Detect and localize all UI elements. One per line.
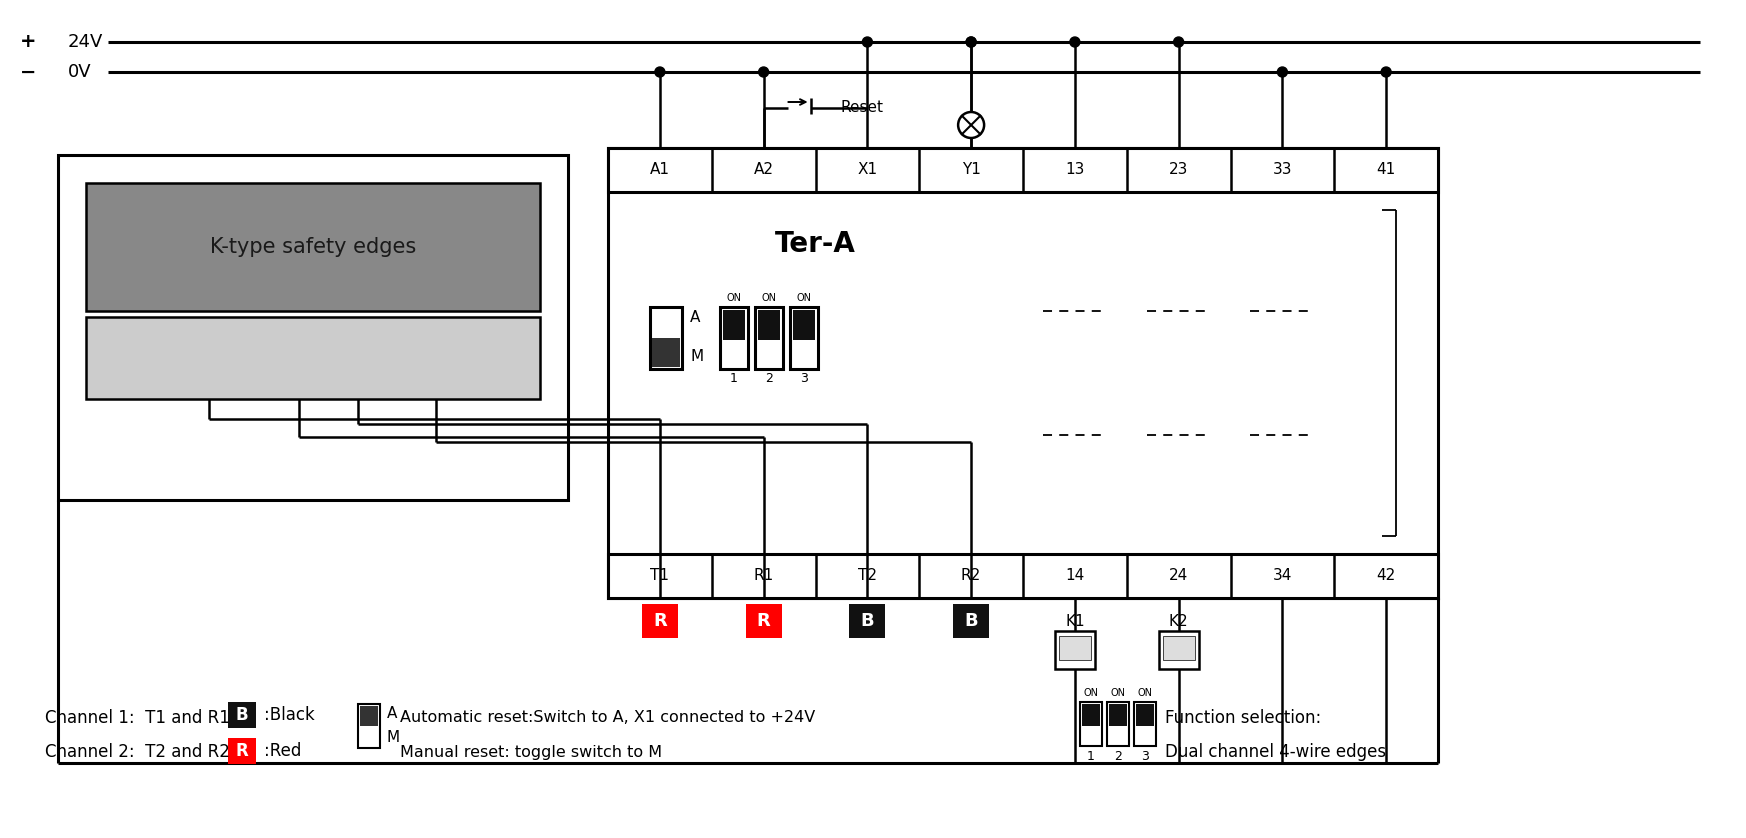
Bar	[1083, 704, 1100, 726]
Text: A: A	[388, 706, 398, 722]
Text: M: M	[388, 731, 400, 746]
Text: Channel 1:  T1 and R1: Channel 1: T1 and R1	[45, 709, 230, 727]
Text: R2: R2	[960, 568, 981, 583]
Bar	[1133, 702, 1156, 746]
Bar	[229, 738, 257, 764]
Text: :Red: :Red	[264, 742, 302, 760]
Text: T1: T1	[650, 568, 669, 583]
Bar	[1159, 631, 1198, 669]
Text: ON: ON	[761, 293, 777, 303]
Text: Function selection:: Function selection:	[1165, 709, 1322, 727]
Text: R1: R1	[754, 568, 773, 583]
Text: 41: 41	[1376, 163, 1395, 178]
Text: 42: 42	[1376, 568, 1395, 583]
Text: T2: T2	[857, 568, 876, 583]
Circle shape	[959, 112, 985, 138]
Text: A1: A1	[650, 163, 670, 178]
Circle shape	[1278, 67, 1287, 77]
Text: 2: 2	[765, 373, 773, 385]
Bar	[1058, 636, 1091, 660]
Text: R: R	[653, 612, 667, 630]
Circle shape	[1173, 37, 1184, 47]
Text: Manual reset: toggle switch to M: Manual reset: toggle switch to M	[400, 744, 662, 759]
Bar	[650, 307, 683, 369]
Bar	[1163, 636, 1194, 660]
Text: 23: 23	[1168, 163, 1189, 178]
Text: 3: 3	[1142, 749, 1149, 763]
Bar	[1081, 702, 1102, 746]
Text: 14: 14	[1065, 568, 1084, 583]
Bar	[849, 604, 885, 638]
Text: ON: ON	[726, 293, 742, 303]
Circle shape	[966, 37, 976, 47]
Text: Automatic reset:Switch to A, X1 connected to +24V: Automatic reset:Switch to A, X1 connecte…	[400, 711, 815, 726]
Bar	[360, 706, 377, 726]
Text: K2: K2	[1168, 613, 1189, 628]
Text: 1: 1	[730, 373, 739, 385]
Bar	[754, 307, 782, 369]
Text: −: −	[19, 63, 37, 81]
Text: K-type safety edges: K-type safety edges	[210, 237, 416, 257]
Bar	[643, 604, 677, 638]
Bar	[953, 604, 990, 638]
Text: X1: X1	[857, 163, 878, 178]
Text: :Black: :Black	[264, 706, 314, 724]
Text: Ter-A: Ter-A	[775, 230, 856, 258]
Text: R: R	[236, 742, 248, 760]
Text: +: +	[19, 33, 37, 51]
Bar	[793, 310, 815, 340]
Bar	[229, 702, 257, 728]
Bar	[719, 307, 747, 369]
Text: B: B	[861, 612, 875, 630]
Text: 24: 24	[1170, 568, 1189, 583]
Bar	[1055, 631, 1095, 669]
Text: A: A	[690, 309, 700, 324]
Bar	[1137, 704, 1154, 726]
Bar	[1107, 702, 1130, 746]
Text: Channel 2:  T2 and R2: Channel 2: T2 and R2	[45, 743, 230, 761]
Bar	[758, 310, 780, 340]
Text: ON: ON	[1110, 688, 1126, 698]
Bar	[608, 148, 1439, 192]
Text: 24V: 24V	[68, 33, 103, 51]
Bar	[789, 307, 817, 369]
Bar	[86, 317, 540, 399]
Text: 2: 2	[1114, 749, 1123, 763]
Bar	[1109, 704, 1126, 726]
Text: Y1: Y1	[962, 163, 981, 178]
Circle shape	[1381, 67, 1392, 77]
Text: ON: ON	[796, 293, 812, 303]
Text: 3: 3	[800, 373, 808, 385]
Circle shape	[655, 67, 665, 77]
Circle shape	[966, 37, 976, 47]
Text: 0V: 0V	[68, 63, 91, 81]
Text: A2: A2	[754, 163, 773, 178]
Text: 33: 33	[1273, 163, 1292, 178]
Text: Reset: Reset	[840, 101, 883, 116]
Text: 34: 34	[1273, 568, 1292, 583]
Text: ON: ON	[1084, 688, 1098, 698]
Text: R: R	[756, 612, 770, 630]
Text: 13: 13	[1065, 163, 1084, 178]
Text: B: B	[236, 706, 248, 724]
Bar	[608, 148, 1439, 598]
Bar	[746, 604, 782, 638]
Text: 1: 1	[1088, 749, 1095, 763]
Bar	[358, 704, 381, 748]
Circle shape	[863, 37, 873, 47]
Text: M: M	[690, 349, 704, 365]
Text: ON: ON	[1137, 688, 1152, 698]
Bar	[608, 554, 1439, 598]
Text: B: B	[964, 612, 978, 630]
Text: Dual channel 4-wire edges: Dual channel 4-wire edges	[1165, 743, 1386, 761]
Bar	[86, 183, 540, 311]
Circle shape	[1070, 37, 1079, 47]
Bar	[651, 338, 679, 367]
Circle shape	[758, 67, 768, 77]
Bar	[723, 310, 746, 340]
Text: K1: K1	[1065, 613, 1084, 628]
Bar	[58, 155, 567, 500]
